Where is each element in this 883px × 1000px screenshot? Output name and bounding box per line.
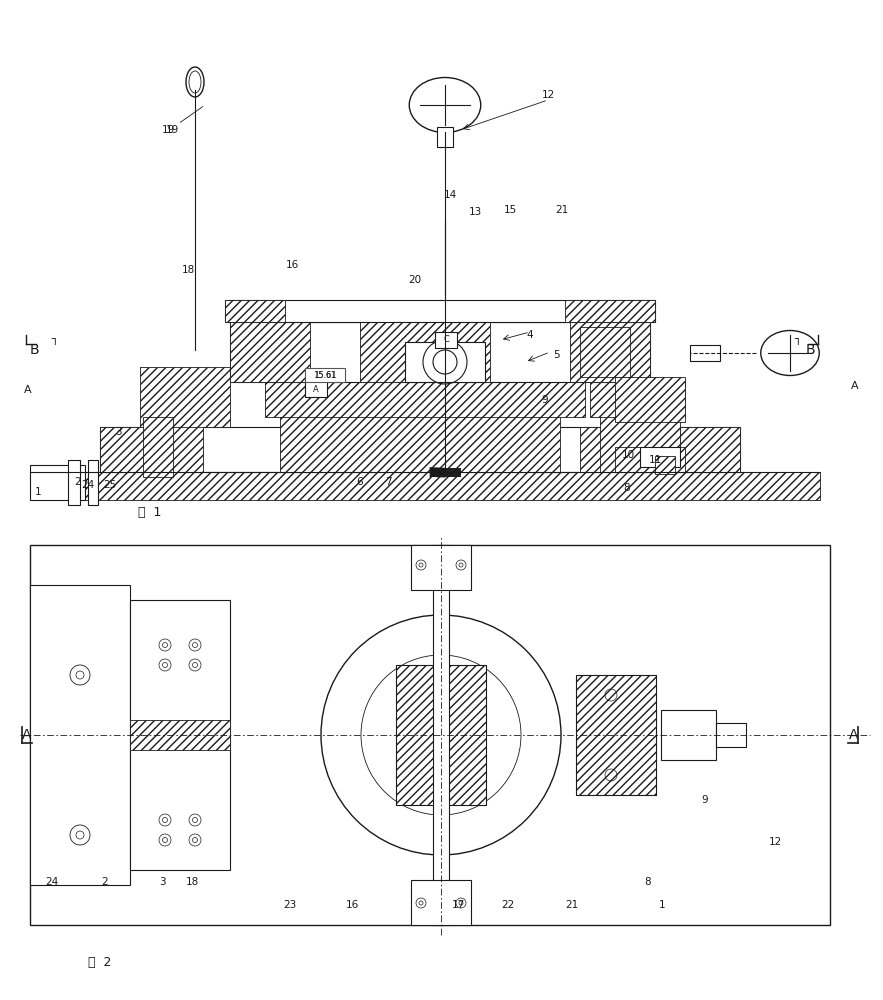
Bar: [305, 368, 345, 382]
Text: 2: 2: [102, 877, 109, 887]
Text: 5: 5: [553, 350, 559, 360]
Bar: [655, 456, 675, 474]
Text: 21: 21: [565, 900, 578, 910]
Text: 3: 3: [115, 427, 121, 437]
Bar: [148, 412, 203, 472]
Bar: [661, 710, 716, 760]
Text: 22: 22: [502, 900, 515, 910]
Bar: [30, 472, 820, 500]
Text: 10: 10: [622, 450, 635, 460]
Text: 图  2: 图 2: [88, 956, 111, 968]
Bar: [265, 382, 585, 417]
Bar: [225, 300, 655, 322]
Text: 21: 21: [555, 205, 569, 215]
Bar: [100, 427, 740, 472]
Text: 15.61: 15.61: [313, 370, 337, 379]
Bar: [640, 447, 680, 467]
Text: 20: 20: [409, 275, 421, 285]
Bar: [411, 880, 471, 925]
Text: ┐: ┐: [51, 335, 58, 345]
Bar: [280, 407, 560, 472]
Bar: [411, 545, 471, 590]
Text: 16: 16: [345, 900, 358, 910]
Bar: [680, 427, 740, 472]
Bar: [716, 723, 746, 747]
Bar: [230, 322, 310, 382]
Bar: [576, 675, 656, 795]
Bar: [615, 377, 685, 422]
Text: A: A: [851, 381, 859, 391]
Bar: [570, 322, 650, 382]
Bar: [130, 720, 230, 750]
Text: 12: 12: [768, 837, 781, 847]
Text: 24: 24: [45, 877, 58, 887]
Text: A: A: [24, 385, 32, 395]
Text: 8: 8: [645, 877, 652, 887]
Text: 6: 6: [357, 477, 363, 487]
Bar: [590, 382, 685, 417]
Text: 9: 9: [541, 395, 548, 405]
Text: 3: 3: [159, 877, 165, 887]
Text: 12: 12: [541, 90, 555, 100]
Text: 7: 7: [385, 477, 391, 487]
Bar: [690, 345, 720, 361]
Text: B: B: [805, 343, 815, 357]
Text: 15: 15: [503, 205, 517, 215]
Bar: [396, 665, 486, 805]
Bar: [130, 600, 230, 870]
Text: A: A: [849, 728, 858, 742]
Bar: [100, 427, 200, 472]
Text: 18: 18: [185, 877, 199, 887]
Text: 2: 2: [75, 477, 81, 487]
Bar: [580, 427, 660, 472]
Bar: [30, 545, 830, 925]
Text: 1: 1: [34, 487, 42, 497]
Bar: [600, 412, 680, 472]
Bar: [30, 465, 85, 500]
Bar: [437, 127, 453, 147]
Bar: [225, 300, 285, 322]
Text: 15.61: 15.61: [314, 370, 336, 379]
Text: 8: 8: [623, 483, 630, 493]
Bar: [230, 322, 650, 382]
Bar: [615, 447, 685, 472]
Bar: [30, 585, 130, 885]
Text: A: A: [22, 728, 32, 742]
Text: 4: 4: [526, 330, 533, 340]
Text: 9: 9: [702, 795, 708, 805]
Bar: [143, 417, 173, 477]
Text: 13: 13: [468, 207, 481, 217]
Text: 25: 25: [103, 480, 117, 490]
Text: 图  1: 图 1: [139, 506, 162, 520]
Text: 1: 1: [659, 900, 665, 910]
Text: 11: 11: [648, 455, 661, 465]
Text: 23: 23: [283, 900, 297, 910]
Bar: [305, 381, 327, 397]
Bar: [68, 460, 80, 505]
Bar: [565, 300, 655, 322]
Bar: [576, 675, 656, 795]
Bar: [433, 545, 449, 925]
Bar: [396, 665, 486, 805]
Text: 14: 14: [443, 190, 457, 200]
Text: A: A: [313, 384, 319, 393]
Bar: [88, 460, 98, 505]
Text: B: B: [30, 343, 40, 357]
Text: C: C: [443, 336, 449, 344]
Text: 19: 19: [165, 125, 178, 135]
Bar: [435, 332, 457, 348]
Text: 18: 18: [181, 265, 194, 275]
Text: 19: 19: [162, 125, 175, 135]
Text: 24: 24: [81, 480, 94, 490]
Text: ┐: ┐: [795, 335, 802, 345]
Text: 17: 17: [451, 900, 464, 910]
Bar: [140, 367, 230, 427]
Bar: [360, 322, 490, 382]
Bar: [405, 342, 485, 382]
Text: 16: 16: [285, 260, 298, 270]
Bar: [580, 327, 630, 377]
